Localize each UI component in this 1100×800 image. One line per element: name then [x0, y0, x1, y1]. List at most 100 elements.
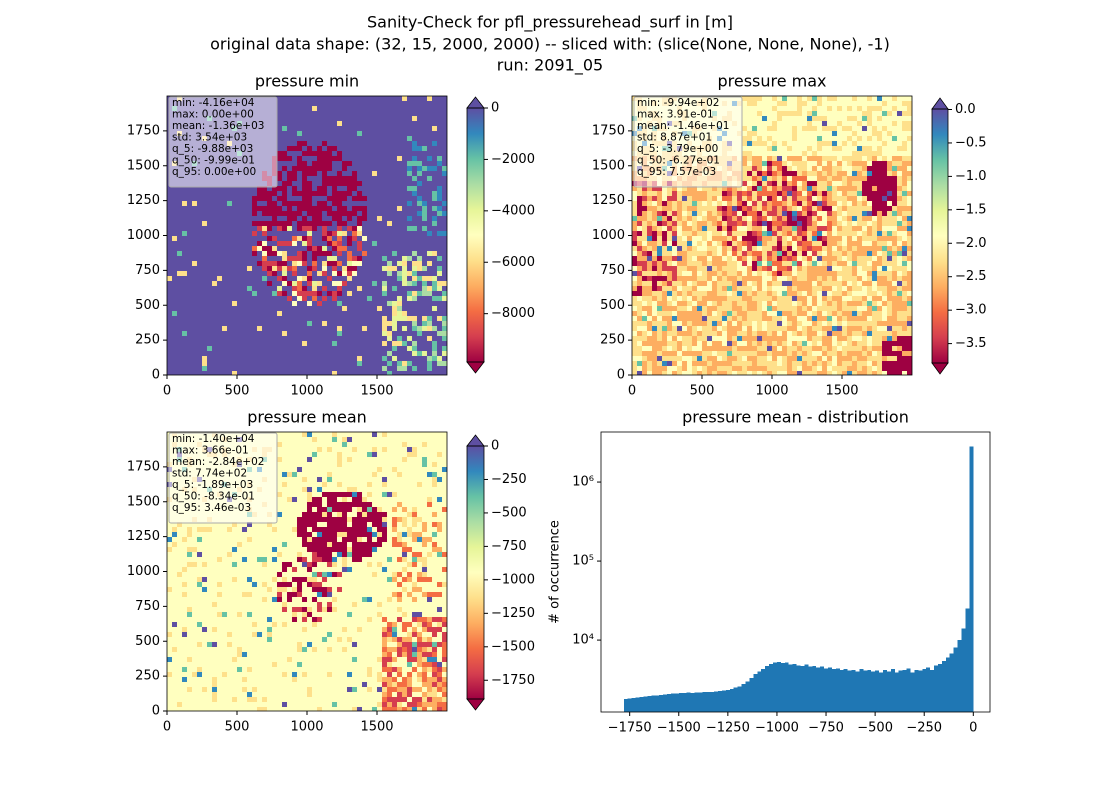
heatmap-cell	[292, 291, 297, 296]
heatmap-cell	[312, 331, 317, 336]
heatmap-cell	[372, 116, 377, 121]
heatmap-cell	[287, 96, 292, 101]
heatmap-cell	[427, 341, 432, 346]
heatmap-cell	[202, 231, 207, 236]
heatmap-cell	[362, 121, 367, 126]
heatmap-cell	[347, 306, 352, 311]
heatmap-cell	[177, 281, 182, 286]
heatmap-cell	[362, 206, 367, 211]
heatmap-cell	[167, 191, 172, 196]
heatmap-cell	[787, 306, 792, 311]
heatmap-cell	[307, 111, 312, 116]
heatmap-cell	[407, 356, 412, 361]
heatmap-cell	[297, 196, 302, 201]
heatmap-cell	[272, 236, 277, 241]
heatmap-cell	[322, 336, 327, 341]
heatmap-cell	[247, 221, 252, 226]
heatmap-cell	[342, 291, 347, 296]
heatmap-cell	[242, 266, 247, 271]
heatmap-cell	[352, 101, 357, 106]
heatmap-cell	[752, 266, 757, 271]
heatmap-cell	[357, 96, 362, 101]
heatmap-cell	[167, 351, 172, 356]
heatmap-cell	[242, 241, 247, 246]
heatmap-cell	[787, 331, 792, 336]
heatmap-cell	[737, 191, 742, 196]
heatmap-cell	[382, 126, 387, 131]
heatmap-cell	[192, 276, 197, 281]
heatmap-cell	[367, 176, 372, 181]
heatmap-cell	[312, 311, 317, 316]
heatmap-cell	[712, 236, 717, 241]
heatmap-cell	[322, 166, 327, 171]
heatmap-cell	[187, 186, 192, 191]
heatmap-cell	[432, 151, 437, 156]
heatmap-cell	[282, 251, 287, 256]
heatmap-cell	[272, 261, 277, 266]
heatmap-cell	[227, 351, 232, 356]
heatmap-cell	[287, 131, 292, 136]
heatmap-cell	[217, 291, 222, 296]
heatmap-cell	[707, 256, 712, 261]
heatmap-cell	[417, 181, 422, 186]
heatmap-cell	[372, 191, 377, 196]
heatmap-cell	[262, 311, 267, 316]
heatmap-cell	[422, 141, 427, 146]
heatmap-cell	[212, 216, 217, 221]
heatmap-cell	[302, 136, 307, 141]
heatmap-cell	[387, 101, 392, 106]
heatmap-cell	[697, 346, 702, 351]
heatmap-cell	[387, 226, 392, 231]
heatmap-cell	[672, 336, 677, 341]
heatmap-cell	[237, 231, 242, 236]
heatmap-cell	[667, 321, 672, 326]
heatmap-cell	[247, 246, 252, 251]
heatmap-cell	[422, 331, 427, 336]
heatmap-cell	[317, 241, 322, 246]
heatmap-cell	[637, 236, 642, 241]
heatmap-cell	[657, 206, 662, 211]
heatmap-cell	[417, 111, 422, 116]
heatmap-cell	[322, 326, 327, 331]
heatmap-cell	[767, 286, 772, 291]
heatmap-cell	[742, 141, 747, 146]
heatmap-cell	[747, 161, 752, 166]
heatmap-cell	[407, 111, 412, 116]
heatmap-cell	[392, 326, 397, 331]
heatmap-cell	[277, 236, 282, 241]
heatmap-cell	[392, 116, 397, 121]
heatmap-cell	[712, 191, 717, 196]
heatmap-cell	[407, 171, 412, 176]
heatmap-cell	[732, 306, 737, 311]
heatmap-cell	[652, 191, 657, 196]
heatmap-cell	[182, 361, 187, 366]
heatmap-cell	[317, 161, 322, 166]
heatmap-cell	[187, 296, 192, 301]
heatmap-cell	[787, 186, 792, 191]
heatmap-cell	[367, 366, 372, 371]
heatmap-cell	[702, 361, 707, 366]
heatmap-cell	[297, 141, 302, 146]
heatmap-cell	[182, 211, 187, 216]
heatmap-cell	[207, 311, 212, 316]
heatmap-cell	[752, 236, 757, 241]
heatmap-cell	[367, 136, 372, 141]
heatmap-cell	[652, 311, 657, 316]
heatmap-cell	[362, 296, 367, 301]
heatmap-cell	[267, 256, 272, 261]
heatmap-cell	[377, 321, 382, 326]
heatmap-cell	[682, 346, 687, 351]
heatmap-cell	[292, 131, 297, 136]
heatmap-cell	[727, 301, 732, 306]
heatmap-cell	[697, 236, 702, 241]
heatmap-cell	[687, 201, 692, 206]
heatmap-cell	[427, 131, 432, 136]
heatmap-cell	[752, 161, 757, 166]
heatmap-cell	[362, 131, 367, 136]
heatmap-cell	[657, 311, 662, 316]
heatmap-cell	[362, 326, 367, 331]
heatmap-cell	[377, 261, 382, 266]
heatmap-cell	[707, 261, 712, 266]
heatmap-cell	[662, 361, 667, 366]
heatmap-cell	[172, 321, 177, 326]
